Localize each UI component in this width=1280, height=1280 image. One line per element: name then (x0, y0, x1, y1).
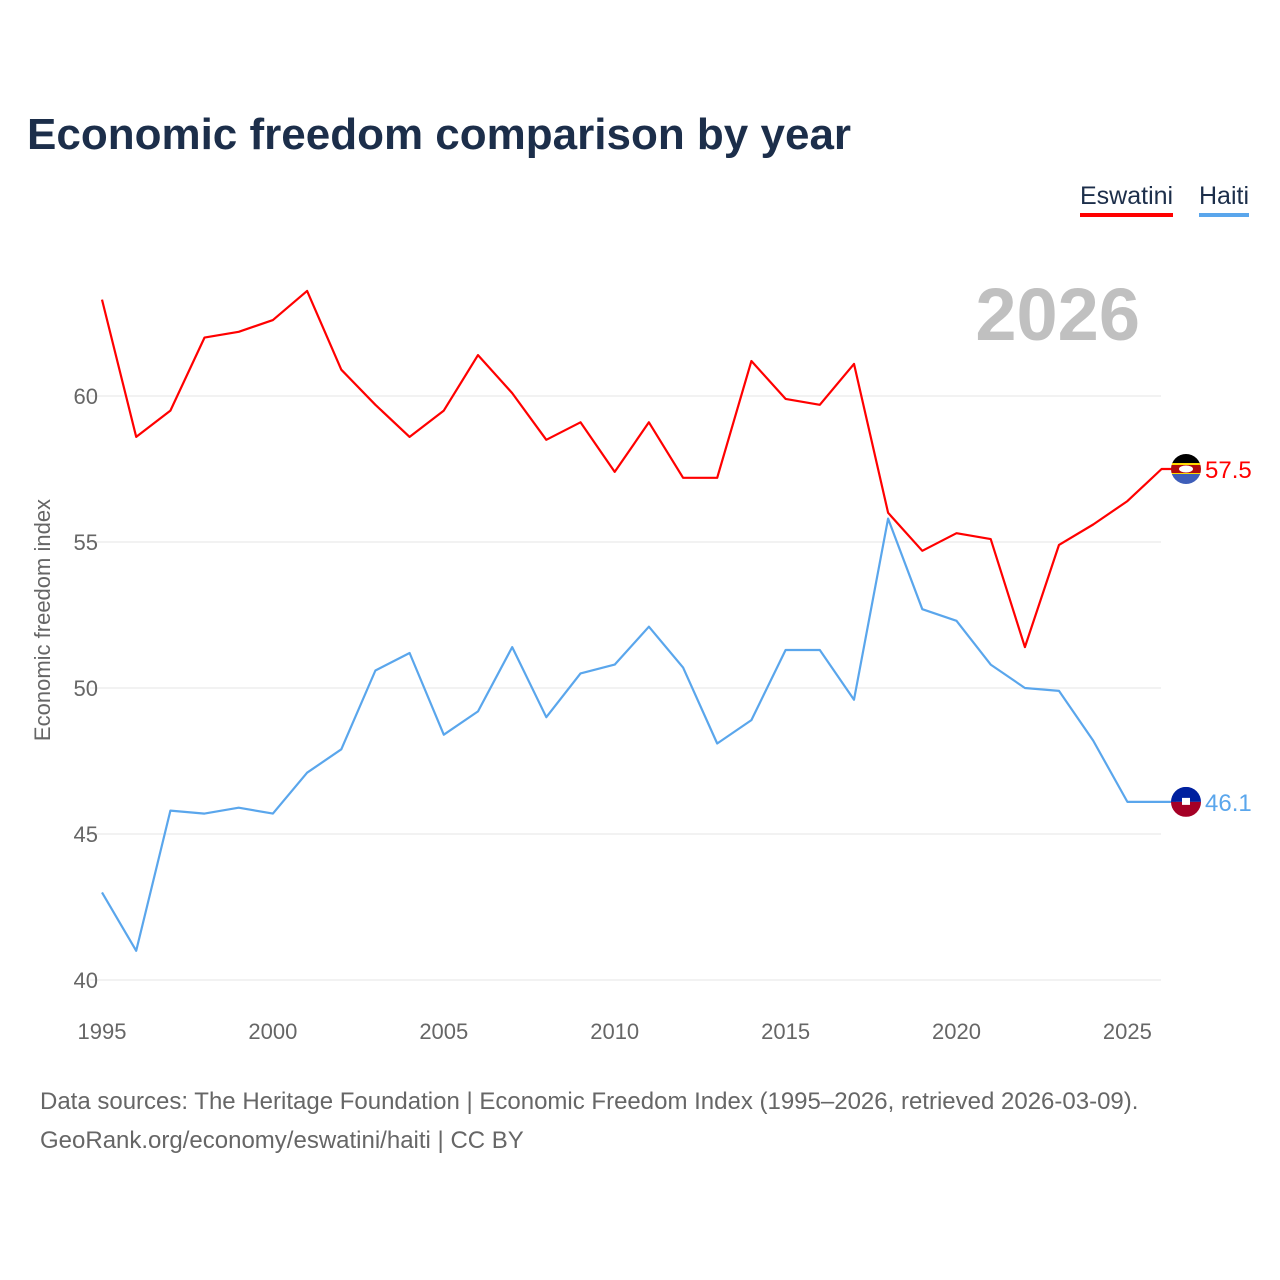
data-point-eswatini (680, 475, 686, 481)
data-point-eswatini (202, 335, 208, 341)
data-point-haiti (919, 606, 925, 612)
data-point-haiti (612, 662, 618, 668)
data-point-haiti (372, 667, 378, 673)
data-point-eswatini (543, 437, 549, 443)
data-point-eswatini (919, 548, 925, 554)
data-point-eswatini (441, 408, 447, 414)
data-point-haiti (133, 948, 139, 954)
data-point-eswatini (304, 288, 310, 294)
data-point-eswatini (714, 475, 720, 481)
data-point-eswatini (1090, 521, 1096, 527)
data-point-eswatini (851, 361, 857, 367)
data-point-eswatini (167, 408, 173, 414)
data-point-haiti (954, 618, 960, 624)
data-point-haiti (714, 740, 720, 746)
data-point-haiti (543, 714, 549, 720)
data-point-haiti (988, 662, 994, 668)
data-point-haiti (885, 516, 891, 522)
year-watermark: 2026 (975, 273, 1140, 356)
x-tick-label: 2025 (1103, 1019, 1152, 1044)
data-point-eswatini (133, 434, 139, 440)
y-tick-label: 40 (74, 968, 98, 993)
data-point-haiti (236, 805, 242, 811)
data-point-eswatini (954, 530, 960, 536)
flag-eswatini-icon (1171, 454, 1201, 484)
footer-credit: GeoRank.org/economy/eswatini/haiti | CC … (40, 1127, 524, 1154)
footer-sources: Data sources: The Heritage Foundation | … (40, 1088, 1139, 1115)
data-point-haiti (304, 770, 310, 776)
data-point-eswatini (1124, 498, 1130, 504)
x-tick-label: 2010 (590, 1019, 639, 1044)
data-point-haiti (441, 732, 447, 738)
data-point-haiti (99, 889, 105, 895)
data-point-eswatini (270, 317, 276, 323)
x-tick-label: 1995 (78, 1019, 127, 1044)
data-point-haiti (817, 647, 823, 653)
data-point-eswatini (988, 536, 994, 542)
data-point-haiti (407, 650, 413, 656)
data-point-haiti (851, 697, 857, 703)
data-point-haiti (783, 647, 789, 653)
data-point-eswatini (372, 402, 378, 408)
data-point-haiti (270, 811, 276, 817)
data-point-eswatini (99, 297, 105, 303)
data-point-eswatini (236, 329, 242, 335)
data-point-haiti (1124, 799, 1130, 805)
data-point-eswatini (1056, 542, 1062, 548)
data-point-haiti (1056, 688, 1062, 694)
data-point-haiti (509, 644, 515, 650)
y-tick-label: 45 (74, 822, 98, 847)
chart-title: Economic freedom comparison by year (27, 110, 852, 159)
data-point-eswatini (612, 469, 618, 475)
data-point-haiti (748, 717, 754, 723)
legend-haiti[interactable]: Haiti (1199, 182, 1250, 217)
x-tick-label: 2005 (419, 1019, 468, 1044)
x-tick-label: 2000 (248, 1019, 297, 1044)
data-point-eswatini (1022, 644, 1028, 650)
data-point-eswatini (338, 367, 344, 373)
y-tick-label: 50 (74, 676, 98, 701)
data-point-haiti (1159, 799, 1165, 805)
data-point-haiti (680, 665, 686, 671)
series-line-haiti (101, 517, 1176, 952)
data-point-haiti (475, 708, 481, 714)
legend-eswatini[interactable]: Eswatini (1080, 182, 1174, 217)
data-point-eswatini (407, 434, 413, 440)
data-point-eswatini (783, 396, 789, 402)
data-point-haiti (646, 624, 652, 630)
data-point-haiti (1022, 685, 1028, 691)
data-point-eswatini (509, 390, 515, 396)
flag-haiti-icon (1171, 786, 1201, 817)
x-tick-label: 2020 (932, 1019, 981, 1044)
data-point-eswatini (646, 419, 652, 425)
x-tick-label: 2015 (761, 1019, 810, 1044)
data-point-haiti (167, 808, 173, 814)
data-point-eswatini (1159, 466, 1165, 472)
end-value-label-eswatini: 57.5 (1205, 457, 1252, 484)
data-point-eswatini (748, 358, 754, 364)
data-point-eswatini (578, 419, 584, 425)
data-point-eswatini (817, 402, 823, 408)
data-point-eswatini (475, 352, 481, 358)
data-point-haiti (338, 746, 344, 752)
end-value-label-haiti: 46.1 (1205, 790, 1252, 817)
data-point-haiti (1090, 738, 1096, 744)
y-axis-label: Economic freedom index (30, 499, 55, 741)
data-point-haiti (578, 670, 584, 676)
series-line-eswatini (100, 289, 1176, 649)
data-point-haiti (202, 811, 208, 817)
y-tick-label: 60 (74, 384, 98, 409)
data-point-eswatini (885, 510, 891, 516)
y-tick-label: 55 (74, 530, 98, 555)
